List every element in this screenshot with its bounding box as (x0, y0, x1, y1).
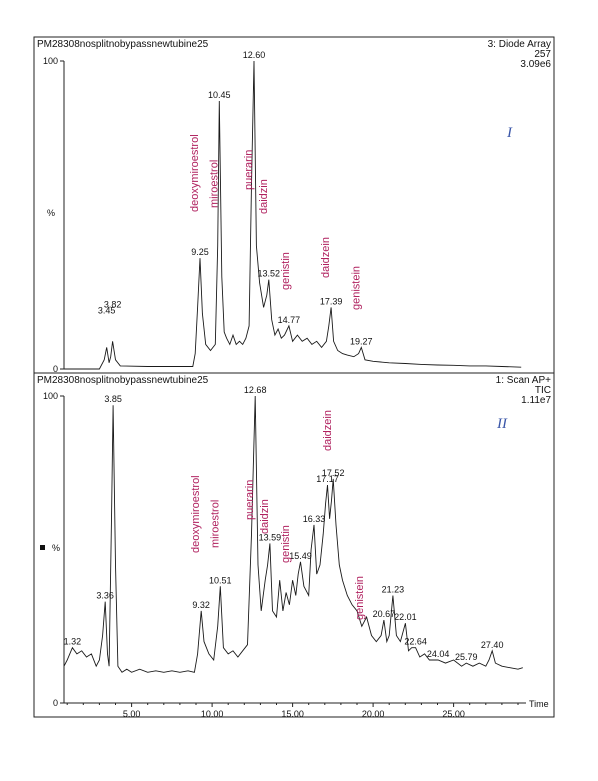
panel-1-channel-detail: 257 (534, 49, 551, 60)
panel-2-peak-label-4: 10.51 (209, 575, 232, 585)
x-tick-label-0: 5.00 (123, 709, 141, 719)
panel-2-compound-daidzin: daidzin (259, 499, 271, 534)
panel-1-intensity: 3.09e6 (520, 59, 551, 70)
panel-scan-tic: PM28308nosplitnobypassnewtubine25 1: Sca… (37, 375, 551, 709)
panel-1-sample-name: PM28308nosplitnobypassnewtubine25 (37, 39, 209, 50)
panel-2-trace (63, 395, 523, 673)
panel-2-peak-label-2: 3.85 (104, 394, 122, 404)
panel-2-peak-label-5: 12.68 (244, 385, 267, 395)
x-tick-label-2: 15.00 (281, 709, 304, 719)
panel-2-peak-label-15: 24.04 (427, 649, 450, 659)
panel-diode-array: PM28308nosplitnobypassnewtubine25 3: Dio… (37, 39, 551, 374)
panel-2-y-tick-label-100: 100 (43, 391, 58, 401)
panel-1-peak-label-3: 10.45 (208, 90, 231, 100)
panel-1-compound-daidzin: daidzin (258, 179, 270, 214)
panel-2-sample-name: PM28308nosplitnobypassnewtubine25 (37, 375, 209, 386)
panel-1-trace (64, 60, 522, 370)
panel-1-compound-miroestrol: miroestrol (208, 160, 220, 208)
panel-2-roman-label: II (496, 416, 508, 432)
panel-1-compound-deoxymiroestrol: deoxymiroestrol (189, 134, 201, 212)
figure-border (33, 36, 555, 718)
panel-2-compound-puerarin: puerarin (244, 480, 256, 520)
panel-2-y-marker-square (40, 545, 45, 550)
panel-2-peak-label-3: 9.32 (192, 600, 210, 610)
panel-2-intensity: 1.11e7 (521, 395, 551, 406)
panel-2-compound-deoxymiroestrol: deoxymiroestrol (190, 475, 202, 553)
x-tick-label-4: 25.00 (442, 709, 465, 719)
panel-2-peak-label-7: 15.49 (289, 551, 312, 561)
x-tick-label-1: 10.00 (201, 709, 224, 719)
panel-1-peak-label-5: 13.52 (258, 269, 281, 279)
panel-2-peak-label-11: 20.67 (373, 609, 396, 619)
panel-2-y-tick-label-0: 0 (53, 698, 58, 708)
x-axis-label-time: Time (529, 699, 549, 709)
panel-1-compound-daidzein: daidzein (320, 237, 332, 278)
panel-2-peak-label-6: 13.59 (259, 532, 282, 542)
panel-1-peak-label-8: 19.27 (350, 336, 373, 346)
panel-1-compound-genistin: genistin (280, 252, 292, 290)
panel-1-peak-label-6: 14.77 (278, 315, 301, 325)
panel-2-peak-label-16: 25.79 (455, 652, 478, 662)
panel-2-channel-detail: TIC (535, 385, 551, 396)
chart-marks: 3.453.82 9.25 10.45 12.60 13.52 14.77 17.39 19.… (63, 50, 523, 719)
panel-2-y-axis-label: % (52, 543, 60, 553)
panel-1-y-axis-label: % (47, 208, 55, 218)
panel-1-y-tick-label-100: 100 (43, 56, 58, 66)
panel-1-channel: 3: Diode Array (488, 39, 551, 50)
panel-2-peak-label-8: 16.33 (303, 514, 326, 524)
panel-1-peak-label-0: 3.45 (98, 306, 116, 316)
x-tick-label-3: 20.00 (362, 709, 385, 719)
panel-2-peak-label-14: 22.64 (404, 637, 427, 647)
panel-2-peak-label-1: 3.36 (96, 591, 114, 601)
panel-1-roman-label: I (506, 125, 513, 141)
panel-1-y-tick-label-0: 0 (53, 364, 58, 374)
panel-2-peak-label-9: 17.17 (316, 474, 339, 484)
panel-2-peak-label-17: 27.40 (481, 640, 504, 650)
panel-2-peak-label-12: 21.23 (382, 585, 405, 595)
panel-1-compound-genistein: genistein (350, 266, 362, 310)
panel-1-peak-label-7: 17.39 (320, 296, 343, 306)
panel-2-compound-miroestrol: miroestrol (209, 500, 221, 548)
panel-2-channel: 1: Scan AP+ (496, 375, 551, 386)
panel-2-compound-genistein: genistein (354, 576, 366, 620)
panel-1-compound-puerarin: puerarin (243, 150, 255, 190)
panel-1-peak-label-1: 3.82 (104, 300, 122, 310)
panel-2-compound-daidzein: daidzein (322, 410, 334, 451)
panel-2-compound-genistin: genistin (280, 525, 292, 563)
panel-2-peak-label-10: 17.52 (322, 468, 345, 478)
panel-1-peak-label-4: 12.60 (243, 50, 266, 60)
panel-1-peak-label-2: 9.25 (191, 247, 209, 257)
panel-2-peak-label-0: 1.32 (64, 637, 82, 647)
panel-2-peak-label-13: 22.01 (394, 612, 417, 622)
